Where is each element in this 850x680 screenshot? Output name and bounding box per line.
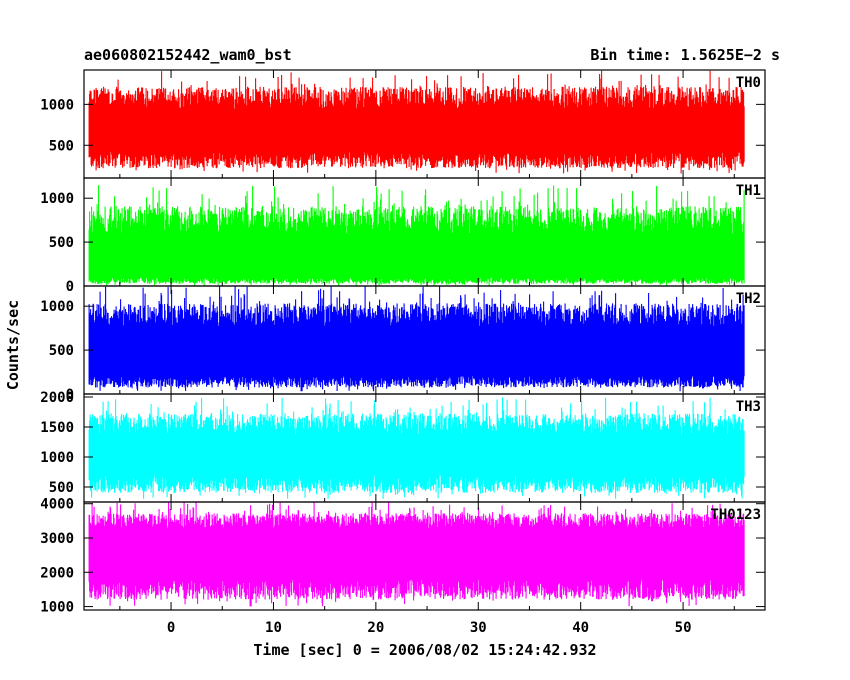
series-trace-th3: [88, 397, 745, 499]
y-tick-label: 1000: [40, 600, 74, 616]
x-tick-label: 40: [572, 620, 589, 636]
y-tick-label: 2000: [40, 390, 74, 406]
y-tick-label: 500: [49, 480, 74, 496]
series-trace-th0: [88, 70, 745, 174]
panel-th0123: 1000 2000 3000 4000 TH0123: [40, 497, 766, 616]
y-tick-label: 1000: [40, 299, 74, 315]
x-tick-label: 10: [265, 620, 282, 636]
x-tick-label: 50: [675, 620, 692, 636]
y-axis-label: Counts/sec: [4, 300, 22, 390]
chart-title-left: ae060802152442_wam0_bst: [84, 46, 292, 64]
y-tick-label: 2000: [40, 565, 74, 581]
panel-th3: 500 1000 1500 2000 TH3: [40, 390, 766, 503]
panel-th0: 500 1000 TH0: [40, 69, 766, 179]
chart-title-right: Bin time: 1.5625E−2 s: [590, 46, 780, 64]
panel-th2: 0 500 1000 TH2: [40, 285, 766, 403]
x-axis-label: Time [sec] 0 = 2006/08/02 15:24:42.932: [253, 641, 596, 659]
y-tick-label: 500: [49, 235, 74, 251]
y-tick-label: 0: [66, 387, 74, 403]
x-tick-label: 30: [470, 620, 487, 636]
x-tick-label: 0: [167, 620, 175, 636]
panel-label-th1: TH1: [736, 183, 761, 199]
y-tick-label: 1000: [40, 97, 74, 113]
panel-label-th3: TH3: [736, 399, 761, 415]
panel-label-th0: TH0: [736, 75, 761, 91]
y-tick-label: 1000: [40, 191, 74, 207]
y-tick-label: 4000: [40, 497, 74, 513]
panel-label-th0123: TH0123: [710, 507, 761, 523]
y-tick-label: 3000: [40, 531, 74, 547]
y-tick-label: 1000: [40, 450, 74, 466]
panel-th1: 0 500 1000 TH1: [40, 177, 766, 295]
series-trace-th2: [88, 286, 745, 392]
x-tick-label: 20: [367, 620, 384, 636]
panel-label-th2: TH2: [736, 291, 761, 307]
panel-frame: [83, 501, 766, 611]
y-tick-label: 1500: [40, 420, 74, 436]
series-trace-th0123: [88, 502, 745, 607]
series-trace-th1: [88, 185, 745, 286]
y-tick-label: 500: [49, 138, 74, 154]
y-tick-label: 500: [49, 343, 74, 359]
y-tick-label: 0: [66, 279, 74, 295]
